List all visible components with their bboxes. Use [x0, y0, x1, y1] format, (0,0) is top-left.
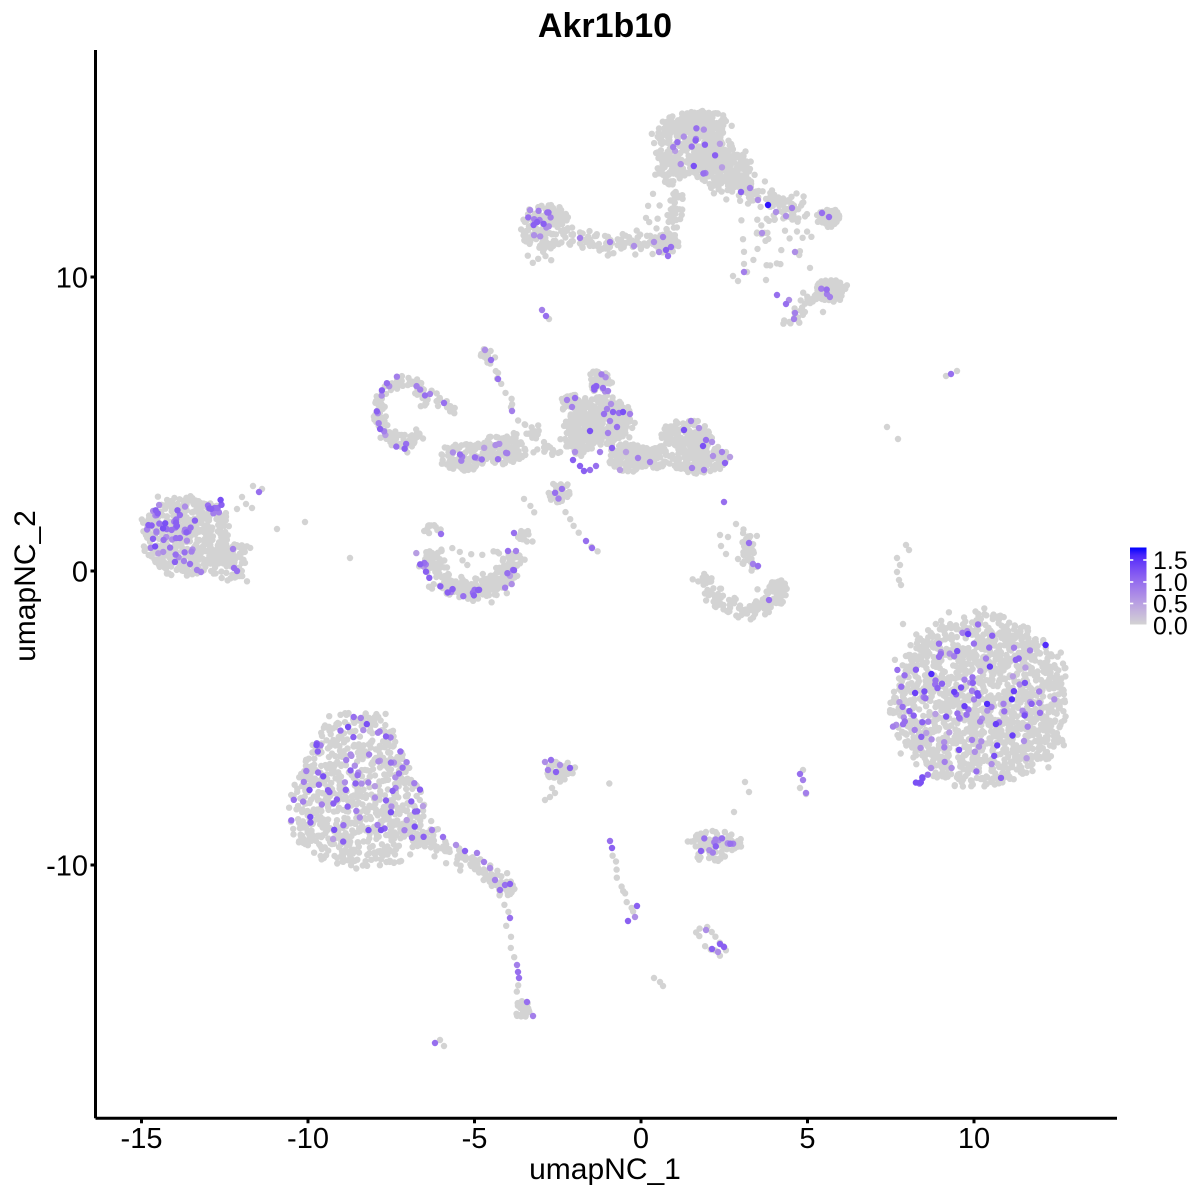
svg-text:Akr1b10: Akr1b10 [538, 7, 672, 45]
svg-text:-5: -5 [462, 1123, 488, 1155]
svg-text:10: 10 [56, 263, 88, 295]
svg-text:umapNC_2: umapNC_2 [9, 510, 42, 662]
svg-text:10: 10 [958, 1123, 990, 1155]
svg-text:0: 0 [72, 557, 88, 589]
svg-text:1.5: 1.5 [1153, 547, 1188, 575]
svg-text:-10: -10 [287, 1123, 329, 1155]
svg-text:0: 0 [633, 1123, 649, 1155]
svg-text:-10: -10 [46, 851, 88, 883]
svg-text:0.5: 0.5 [1153, 591, 1188, 619]
svg-text:1.0: 1.0 [1153, 569, 1188, 597]
svg-text:umapNC_1: umapNC_1 [529, 1153, 681, 1186]
svg-text:0.0: 0.0 [1153, 613, 1188, 641]
svg-text:-15: -15 [121, 1123, 163, 1155]
svg-text:5: 5 [799, 1123, 815, 1155]
